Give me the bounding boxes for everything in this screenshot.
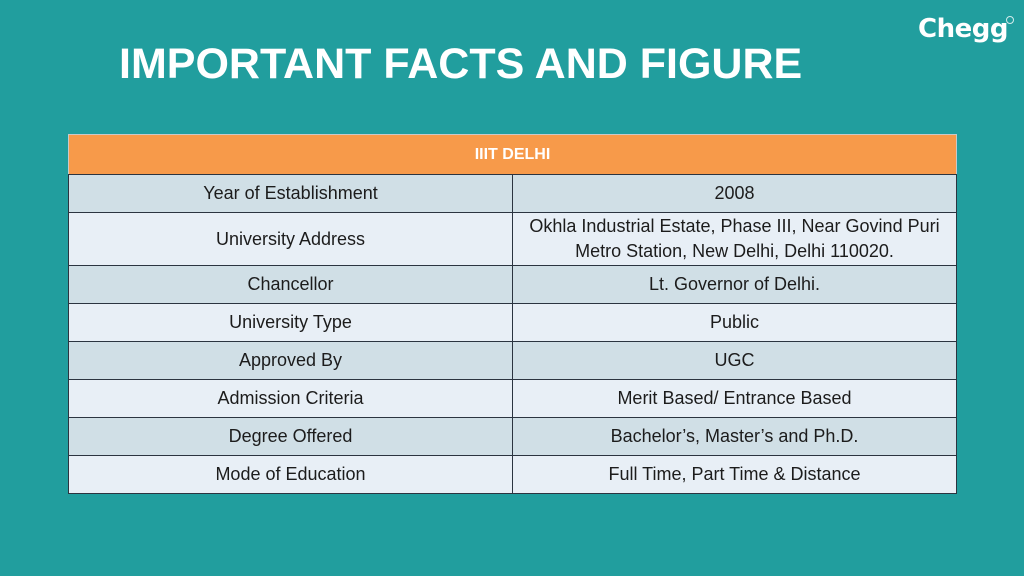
row-label: University Type: [68, 303, 513, 342]
table-row: Mode of Education Full Time, Part Time &…: [68, 455, 957, 494]
table-row: Degree Offered Bachelor’s, Master’s and …: [68, 417, 957, 456]
registered-mark-icon: [1006, 16, 1014, 24]
row-value: Full Time, Part Time & Distance: [512, 455, 957, 494]
row-label: University Address: [68, 212, 513, 266]
table-row: University Address Okhla Industrial Esta…: [68, 212, 957, 266]
table-row: Year of Establishment 2008: [68, 174, 957, 213]
row-value: UGC: [512, 341, 957, 380]
row-label: Degree Offered: [68, 417, 513, 456]
chegg-logo: Chegg: [918, 14, 1008, 44]
row-label: Mode of Education: [68, 455, 513, 494]
row-label: Chancellor: [68, 265, 513, 304]
facts-table: IIIT DELHI Year of Establishment 2008 Un…: [68, 134, 957, 494]
row-label: Approved By: [68, 341, 513, 380]
row-label: Year of Establishment: [68, 174, 513, 213]
row-value: Merit Based/ Entrance Based: [512, 379, 957, 418]
table-row: University Type Public: [68, 303, 957, 342]
table-row: Admission Criteria Merit Based/ Entrance…: [68, 379, 957, 418]
row-value: Bachelor’s, Master’s and Ph.D.: [512, 417, 957, 456]
table-header-row: IIIT DELHI: [68, 134, 957, 175]
row-value: Lt. Governor of Delhi.: [512, 265, 957, 304]
row-label: Admission Criteria: [68, 379, 513, 418]
row-value: Public: [512, 303, 957, 342]
slide-title: IMPORTANT FACTS AND FIGURE: [119, 40, 803, 88]
table-row: Chancellor Lt. Governor of Delhi.: [68, 265, 957, 304]
table-header: IIIT DELHI: [68, 134, 957, 175]
row-value: 2008: [512, 174, 957, 213]
table-row: Approved By UGC: [68, 341, 957, 380]
row-value: Okhla Industrial Estate, Phase III, Near…: [512, 212, 957, 266]
